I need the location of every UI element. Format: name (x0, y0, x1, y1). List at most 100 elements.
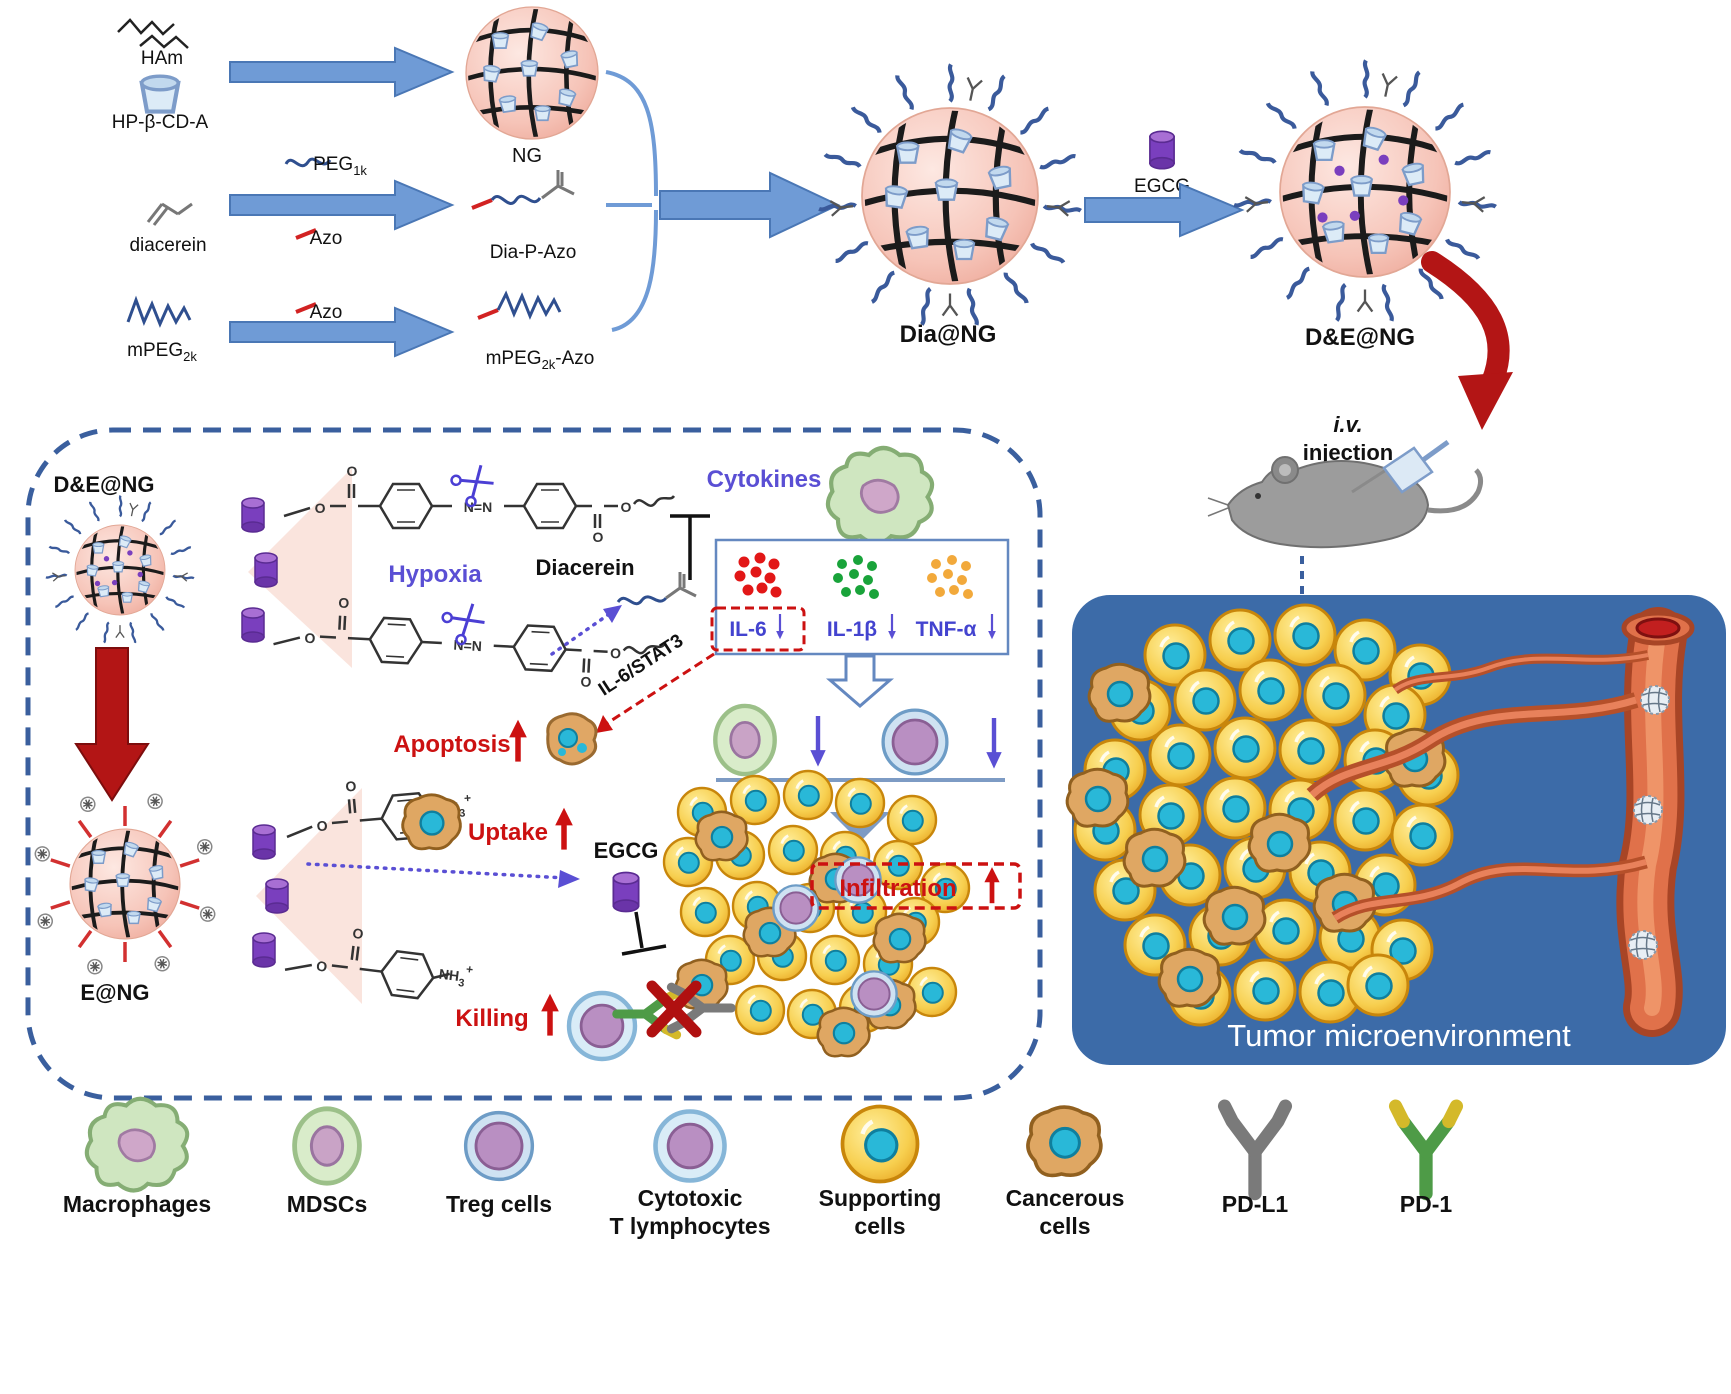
cytokines-label: Cytokines (707, 466, 822, 493)
il1b-dots (833, 555, 879, 599)
il6-dots (734, 552, 782, 598)
infiltration-box (810, 862, 1022, 910)
blockade-x-icon (646, 980, 702, 1038)
cyclodextrin-cup-icon (142, 76, 178, 111)
dia-p-azo-label: Dia-P-Azo (490, 242, 577, 263)
syringe-icon (1351, 439, 1450, 494)
treg-icon (463, 1110, 535, 1182)
red-curved-arrow (1421, 251, 1510, 393)
arrow-to-diang (659, 171, 841, 239)
inhibition-bar (621, 911, 667, 956)
supporting-cell-icon (843, 1107, 918, 1182)
down-arrow-icon (986, 718, 1001, 769)
legend-label: Cancerous (1006, 1185, 1125, 1211)
legend-item-treg: Treg cells (446, 1110, 552, 1217)
legend-label: PD-L1 (1222, 1191, 1289, 1217)
eng-label: E@NG (80, 980, 149, 1005)
azo-label: Azo (310, 228, 343, 249)
legend-label: Treg cells (446, 1191, 552, 1217)
diacerein-release-label: Diacerein (535, 555, 634, 580)
tumor-microenvironment-panel: Tumor microenvironment (1065, 595, 1726, 1065)
red-down-arrow (74, 647, 150, 802)
egcg-release-label: EGCG (594, 838, 659, 863)
mechanism-box: D&E@NG E@NG Hypoxia Diacerein Cytoki (25, 427, 1043, 1101)
mpeg2k-icon (126, 295, 192, 328)
egcg-release-arrow (306, 862, 580, 888)
diacerein-icon (146, 202, 193, 226)
uptake-cell-icon (401, 793, 462, 851)
il6-highlight-box (710, 606, 806, 652)
ctl-icon (656, 1112, 725, 1181)
arrow-mpeg-to-mpegazo (229, 306, 455, 358)
apoptosis-label: Apoptosis (393, 731, 510, 758)
ham-label: HAm (141, 48, 183, 69)
outline-down-arrow (825, 654, 895, 708)
deng-small-nanogel (46, 496, 194, 643)
apoptotic-cell-icon (546, 712, 598, 766)
egcg-cylinders-upper (241, 497, 278, 643)
legend-item-mdscs: MDSCs (287, 1109, 368, 1217)
legend-label: MDSCs (287, 1191, 368, 1217)
legend-label: cells (854, 1213, 905, 1239)
uptake-label: Uptake (468, 819, 548, 846)
inhibition-bar (670, 514, 710, 580)
legend-item-macrophages: Macrophages (63, 1099, 211, 1217)
synthesis-scheme: HAm HP-β-CD-A NG diacerein PEG1k Azo Dia… (112, 3, 1496, 372)
red-curved-arrowhead (1458, 372, 1513, 430)
arrow-ham-to-ng (229, 46, 455, 98)
nanogel-in-vessel (1640, 685, 1670, 715)
azo-label: Azo (310, 302, 343, 323)
ham-icon (117, 18, 189, 49)
mpeg2k-label: mPEG2k (127, 340, 197, 364)
nanogel-in-vessel (1633, 795, 1663, 825)
legend-item-ctl: Cytotoxic T lymphocytes (609, 1112, 771, 1239)
mouse-icon (1207, 456, 1484, 549)
ng-label: NG (512, 145, 542, 167)
up-arrow-icon (509, 720, 527, 762)
il6-stat3-arrow (596, 652, 715, 733)
legend-item-pdl1: PD-L1 (1222, 1106, 1289, 1217)
deng-box-label: D&E@NG (54, 472, 155, 497)
macrophage-icon (828, 448, 932, 543)
legend-label: cells (1039, 1213, 1090, 1239)
il1b-label: IL-1β (827, 618, 877, 641)
azo-icon (295, 228, 317, 240)
mdsc-icon (295, 1109, 360, 1183)
tumor-cluster (662, 769, 971, 1058)
mpeg2k-azo-icon (477, 290, 562, 320)
tnfa-label: TNF-α (916, 618, 977, 641)
down-arrow-icon (810, 716, 825, 767)
cytokine-box: IL-6 IL-1β TNF-α (710, 538, 1010, 656)
merge-bracket (605, 70, 658, 332)
iv-injection-section: i.v. injection (1207, 251, 1513, 594)
hypoxia-release-arrow (550, 605, 622, 656)
legend-label: T lymphocytes (609, 1213, 770, 1239)
up-arrow-icon (541, 994, 559, 1036)
peg1k-icon (284, 157, 332, 168)
diacerein-molecule-icon (616, 572, 697, 606)
treg-icon (881, 708, 949, 776)
up-arrow-icon (984, 867, 999, 903)
il6-label: IL-6 (729, 618, 766, 641)
tumor-panel-caption: Tumor microenvironment (1227, 1018, 1571, 1053)
release-fan (248, 468, 352, 668)
nanogel-in-vessel (1628, 930, 1658, 960)
dia-p-azo-icon (471, 170, 575, 210)
egcg-cylinder-icon (1149, 130, 1175, 170)
macrophage-icon (87, 1099, 187, 1191)
arrow-egcg-loading (1084, 182, 1245, 238)
arrow-diacerein-to-diapazo (229, 179, 455, 231)
ctl-icon (569, 993, 635, 1059)
legend-label: Supporting (819, 1185, 942, 1211)
tnfa-dots (927, 555, 973, 599)
il6-stat3-label: IL-6/STAT3 (595, 630, 687, 700)
release-fan (256, 788, 362, 1004)
eng-nanogel (32, 791, 218, 977)
ng-nanogel (463, 3, 600, 143)
azo-icon (295, 302, 317, 314)
hp-b-cd-a-label: HP-β-CD-A (112, 112, 209, 133)
diacerein-label: diacerein (129, 235, 206, 256)
deng-label: D&E@NG (1305, 324, 1415, 351)
